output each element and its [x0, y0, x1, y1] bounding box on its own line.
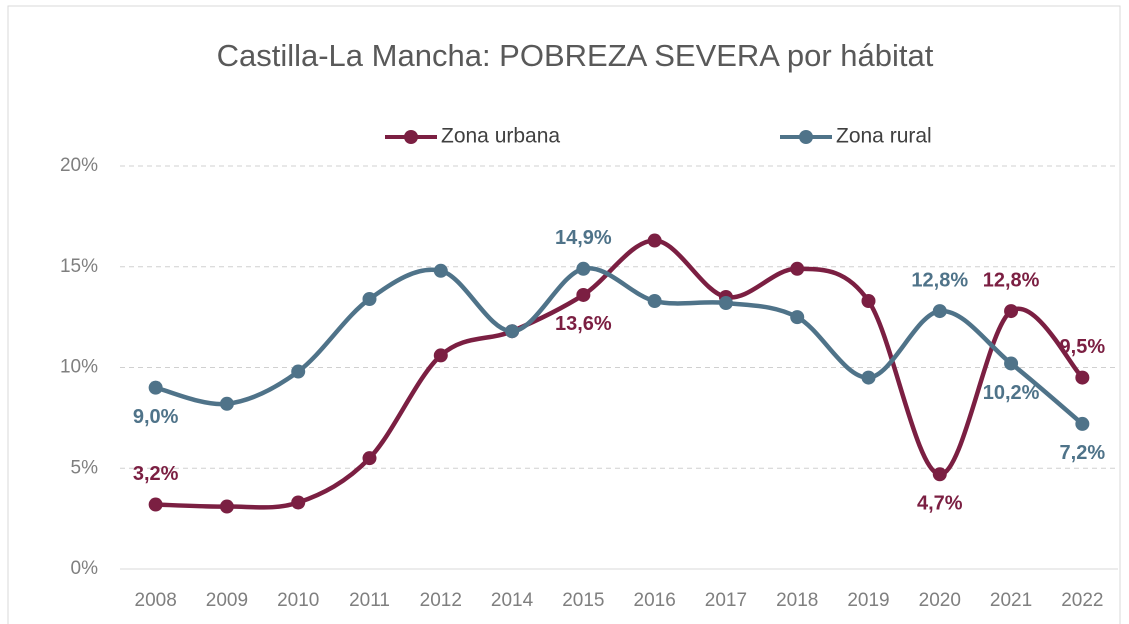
marker: [1075, 370, 1090, 385]
y-tick-label: 0%: [71, 558, 99, 579]
marker: [505, 324, 520, 339]
marker: [148, 380, 163, 395]
x-tick-label: 2010: [277, 590, 319, 611]
x-tick-label: 2017: [705, 590, 747, 611]
x-tick-label: 2020: [919, 590, 961, 611]
marker: [219, 396, 234, 411]
x-tick-label: 2008: [135, 590, 177, 611]
data-label: 13,6%: [555, 313, 612, 335]
x-tick-label: 2014: [491, 590, 534, 611]
marker: [932, 304, 947, 319]
marker: [362, 451, 377, 466]
marker: [647, 233, 662, 248]
marker: [1004, 304, 1019, 319]
marker: [219, 499, 234, 514]
x-tick-label: 2022: [1061, 590, 1103, 611]
data-label: 7,2%: [1060, 442, 1106, 464]
series-line: [155, 266, 1084, 426]
data-label: 9,5%: [1060, 336, 1106, 358]
marker: [718, 296, 733, 311]
x-tick-label: 2009: [206, 590, 248, 611]
marker: [362, 291, 377, 306]
marker: [1004, 356, 1019, 371]
x-tick-label: 2018: [776, 590, 818, 611]
x-tick-label: 2016: [634, 590, 676, 611]
data-label: 9,0%: [133, 406, 179, 428]
legend-label: Zona urbana: [441, 125, 560, 148]
legend-marker: [799, 130, 813, 144]
data-label: 3,2%: [133, 463, 179, 485]
marker: [647, 294, 662, 309]
y-tick-label: 5%: [71, 457, 99, 478]
x-tick-label: 2012: [420, 590, 462, 611]
marker: [932, 467, 947, 482]
x-tick-label: 2011: [349, 590, 390, 611]
marker: [433, 263, 448, 278]
marker: [291, 364, 306, 379]
y-tick-label: 15%: [60, 256, 98, 277]
marker: [148, 497, 163, 512]
marker: [291, 495, 306, 510]
x-tick-label: 2019: [847, 590, 889, 611]
marker: [861, 370, 876, 385]
marker: [433, 348, 448, 363]
x-tick-label: 2015: [562, 590, 604, 611]
data-label: 4,7%: [917, 493, 963, 515]
marker: [1075, 416, 1090, 431]
y-tick-label: 20%: [60, 155, 98, 176]
y-tick-label: 10%: [60, 357, 98, 378]
data-label: 12,8%: [983, 269, 1040, 291]
marker: [576, 287, 591, 302]
marker: [790, 261, 805, 276]
marker: [790, 310, 805, 325]
marker: [861, 294, 876, 309]
data-label: 10,2%: [983, 382, 1040, 404]
data-label: 14,9%: [555, 227, 612, 249]
marker: [576, 261, 591, 276]
legend-label: Zona rural: [836, 125, 932, 148]
legend-marker: [404, 130, 418, 144]
x-tick-label: 2021: [990, 590, 1032, 611]
chart-title: Castilla-La Mancha: POBREZA SEVERA por h…: [217, 38, 934, 73]
data-label: 12,8%: [911, 269, 968, 291]
